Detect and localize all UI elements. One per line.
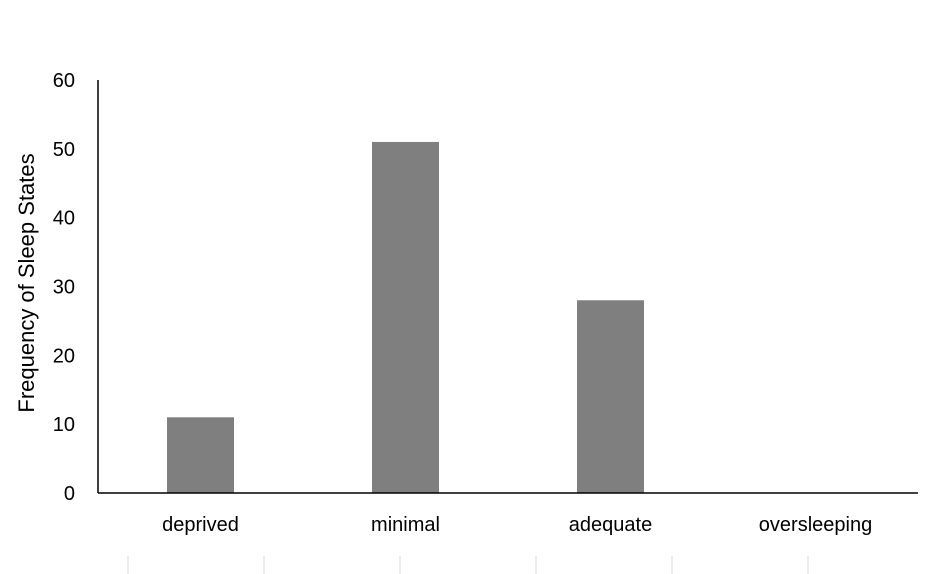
x-category-label: oversleeping xyxy=(759,514,872,536)
y-tick-label: 0 xyxy=(64,483,75,505)
y-tick-label: 40 xyxy=(53,208,75,230)
x-category-labels: deprived minimal adequate oversleeping xyxy=(162,514,872,536)
x-category-label: deprived xyxy=(162,514,239,536)
bars-group xyxy=(167,141,644,493)
y-axis-title: Frequency of Sleep States xyxy=(14,153,39,412)
bar-deprived xyxy=(167,417,234,493)
y-tick-label: 50 xyxy=(53,139,75,161)
y-tick-label: 60 xyxy=(53,70,75,92)
y-tick-labels: 0 10 20 30 40 50 60 xyxy=(53,70,75,505)
y-tick-label: 30 xyxy=(53,277,75,299)
bottom-dividers xyxy=(127,556,809,574)
x-category-label: adequate xyxy=(569,514,652,536)
bar-minimal xyxy=(372,141,439,493)
y-tick-label: 20 xyxy=(53,345,75,367)
x-category-label: minimal xyxy=(371,514,440,536)
y-tick-label: 10 xyxy=(53,414,75,436)
bar-adequate xyxy=(577,300,644,493)
